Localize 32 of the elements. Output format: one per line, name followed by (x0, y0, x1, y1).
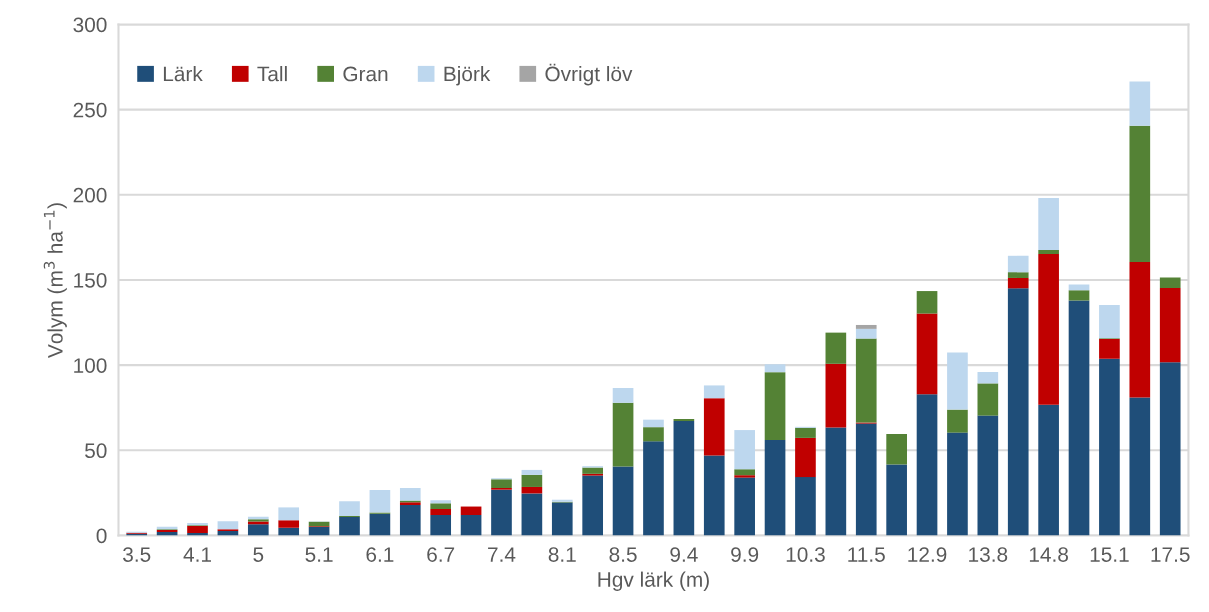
x-tick-label: 3.5 (123, 547, 151, 562)
x-axis-title: Hgv lärk (m) (598, 571, 709, 592)
x-tick-label: 4.1 (183, 547, 211, 562)
legend-label: Gran (343, 66, 388, 82)
legend-label: Lärk (163, 66, 203, 82)
x-tick-label: 13.8 (969, 547, 1008, 562)
legend-label: Övrigt löv (545, 63, 633, 86)
y-tick-label: 50 (85, 443, 107, 459)
legend-label: Tall (257, 66, 287, 82)
x-tick-label: 7.4 (488, 547, 516, 562)
x-tick-label: 12.9 (908, 547, 947, 562)
y-tick-label: 0 (96, 528, 107, 544)
x-tick-label: 15.1 (1090, 547, 1129, 562)
legend-label: Björk (444, 66, 491, 86)
x-tick-label: 11.5 (848, 547, 885, 562)
y-tick-label: 200 (73, 187, 107, 203)
x-tick-label: 8.1 (548, 547, 576, 562)
x-tick-label: 10.3 (786, 547, 825, 562)
x-tick-label: 17.5 (1151, 547, 1190, 562)
x-tick-label: 14.8 (1029, 547, 1068, 562)
x-tick-label: 9.4 (670, 547, 698, 562)
x-tick-label: 9.9 (731, 547, 759, 562)
x-tick-label: 5 (253, 547, 264, 562)
y-tick-label: 250 (73, 102, 107, 118)
x-tick-label: 5.1 (305, 547, 333, 562)
x-tick-label: 6.1 (366, 547, 394, 562)
x-tick-label: 6.7 (427, 547, 455, 562)
y-tick-label: 100 (74, 358, 107, 373)
y-tick-label: 150 (74, 272, 107, 288)
y-axis-title: Volym (m$^{3}$ ha$^{−1}$) (43, 203, 67, 359)
y-tick-label: 300 (73, 17, 107, 33)
x-tick-label: 8.5 (609, 547, 637, 562)
